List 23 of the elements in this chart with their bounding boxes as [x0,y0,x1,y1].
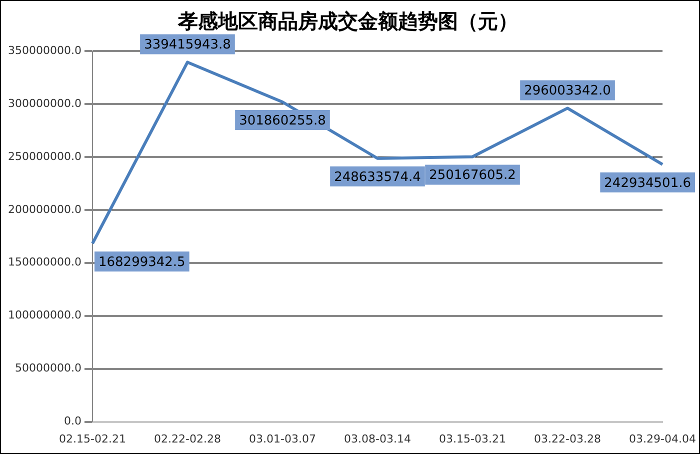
data-label: 168299342.5 [98,254,186,270]
x-tick-label: 03.01-03.07 [249,432,316,446]
y-tick-label: 350000000.0 [8,44,82,57]
x-tick-label: 02.22-02.28 [154,432,221,446]
data-label: 296003342.0 [524,84,611,99]
x-tick-label: 03.29-04.04 [629,432,696,446]
x-tick-label: 02.15-02.21 [59,432,126,446]
y-tick-label: 50000000.0 [15,362,82,375]
y-tick-label: 200000000.0 [8,202,82,216]
data-label: 248633574.4 [334,170,421,185]
x-tick-label: 03.22-03.28 [534,432,601,446]
y-tick-label: 250000000.0 [8,150,82,163]
data-label: 250167605.2 [429,168,516,184]
data-label: 339415943.8 [144,38,231,53]
y-tick-label: 100000000.0 [8,308,82,322]
x-tick-label: 03.15-03.21 [439,432,506,446]
x-tick-label: 03.08-03.14 [344,432,411,446]
y-tick-label: 0.0 [64,414,82,428]
data-label: 242934501.6 [604,176,691,191]
y-tick-label: 150000000.0 [8,256,82,269]
y-tick-label: 300000000.0 [8,96,82,110]
data-label: 301860255.8 [239,113,326,128]
chart-title: 孝感地区商品房成交金额趋势图（元） [177,9,518,34]
